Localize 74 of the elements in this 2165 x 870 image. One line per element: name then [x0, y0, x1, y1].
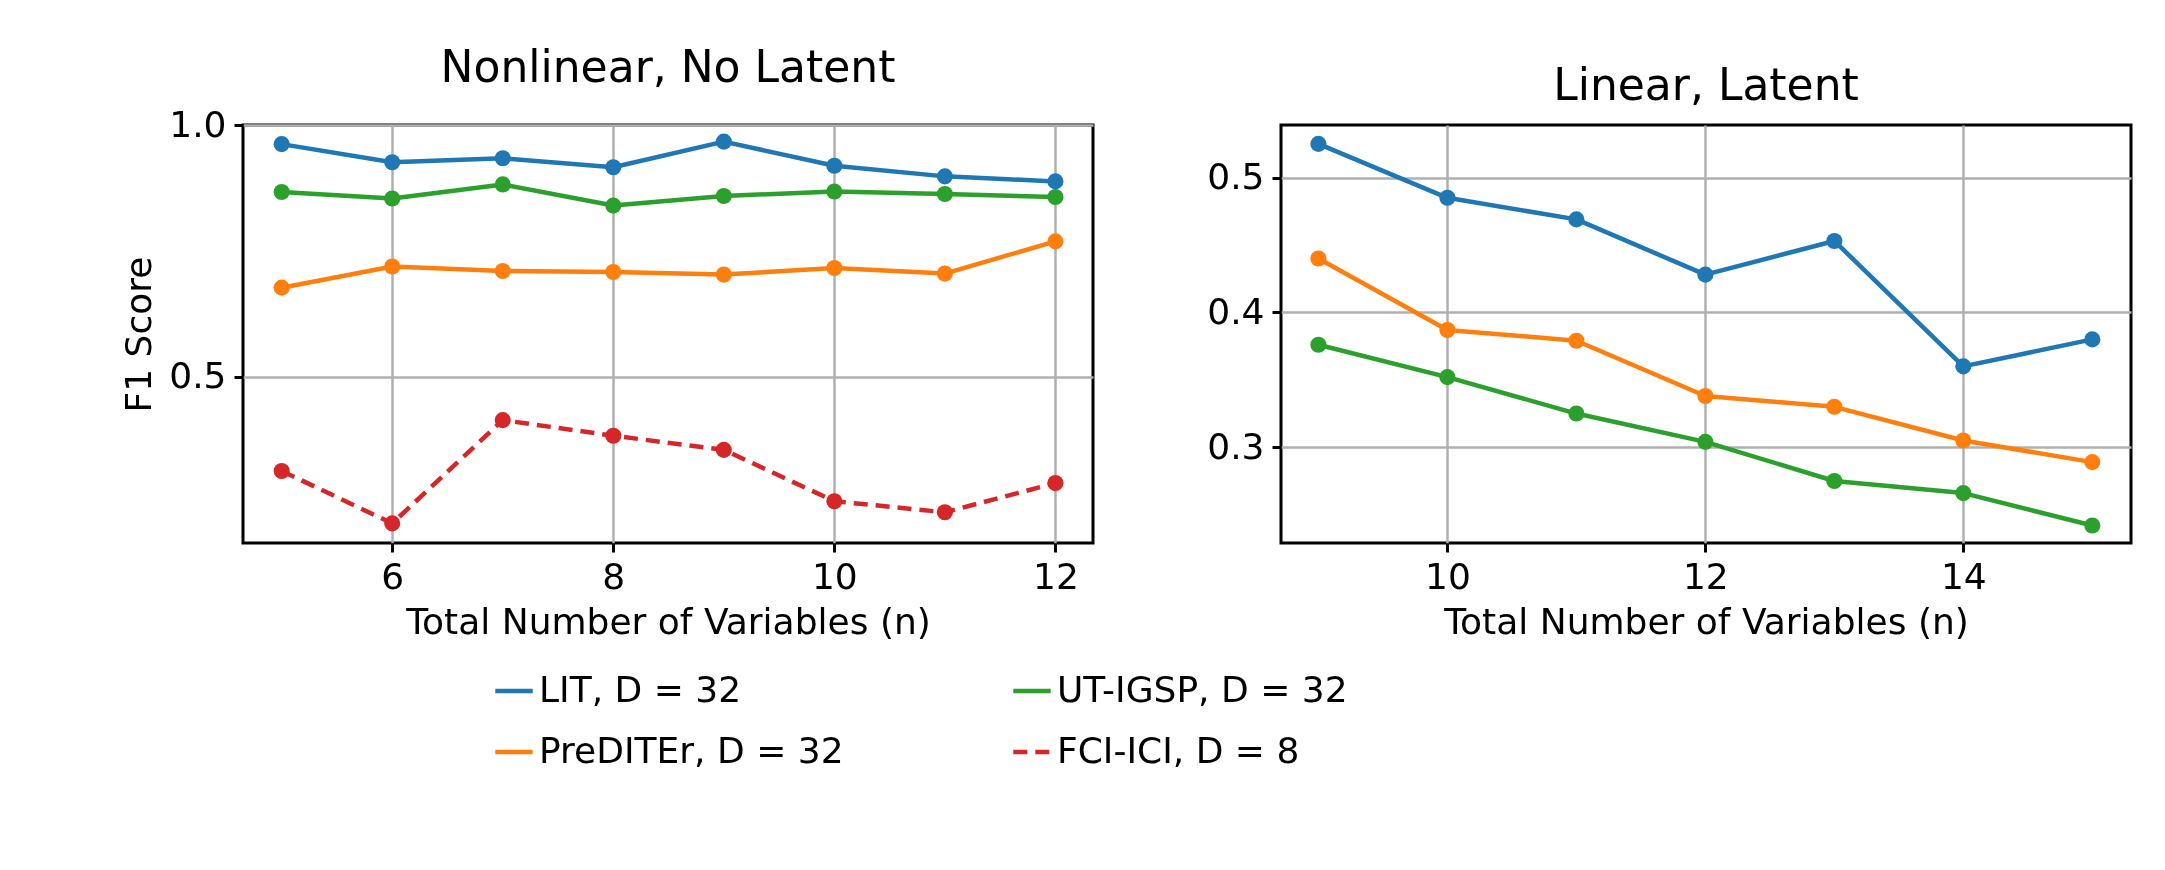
- point: [715, 187, 732, 205]
- point: [715, 133, 732, 150]
- point: [936, 168, 953, 185]
- point: [715, 441, 732, 458]
- point: [1826, 232, 1843, 250]
- chart-title: Linear, Latent: [1553, 59, 1859, 110]
- point: [1826, 398, 1843, 415]
- point: [936, 504, 953, 521]
- point: [494, 150, 511, 167]
- point: [1568, 405, 1585, 422]
- y-tick-label: 0.5: [169, 355, 227, 397]
- point: [1310, 336, 1327, 353]
- point: [384, 190, 401, 207]
- point: [384, 258, 401, 275]
- legend-label: LIT, D = 32: [539, 669, 742, 710]
- point: [494, 263, 511, 280]
- point: [273, 462, 290, 480]
- point: [1047, 233, 1064, 250]
- chart-title: Nonlinear, No Latent: [440, 41, 896, 92]
- y-tick-label: 0.4: [1207, 290, 1265, 332]
- point: [1047, 188, 1064, 206]
- point: [1697, 433, 1714, 450]
- point: [2084, 454, 2101, 471]
- point: [273, 279, 290, 296]
- point: [936, 185, 953, 203]
- point: [605, 159, 622, 176]
- point: [826, 157, 843, 174]
- point: [1955, 485, 1972, 502]
- point: [273, 136, 290, 153]
- point: [1955, 358, 1972, 375]
- point: [494, 412, 511, 429]
- x-tick-label: 12: [1033, 555, 1079, 597]
- point: [1955, 432, 1972, 449]
- y-tick-label: 0.3: [1207, 425, 1265, 467]
- point: [1697, 266, 1714, 283]
- x-tick-label: 6: [381, 555, 405, 597]
- y-axis-title: F1 Score: [118, 256, 160, 413]
- point: [715, 266, 732, 283]
- point: [605, 427, 622, 444]
- x-tick-label: 12: [1682, 555, 1729, 597]
- x-axis-title: Total Number of Variables (n): [405, 600, 931, 642]
- legend-label: UT-IGSP, D = 32: [1057, 669, 1348, 710]
- x-tick-label: 10: [811, 555, 858, 597]
- point: [1568, 211, 1585, 228]
- point: [826, 259, 843, 277]
- point: [1310, 250, 1327, 267]
- point: [1047, 173, 1064, 190]
- point: [494, 176, 511, 193]
- point: [605, 197, 622, 214]
- y-tick-label: 1.0: [169, 103, 227, 145]
- point: [384, 154, 401, 171]
- x-tick-label: 14: [1940, 555, 1987, 597]
- point: [1439, 369, 1456, 386]
- x-tick-label: 10: [1424, 555, 1471, 597]
- point: [1439, 189, 1456, 206]
- point: [605, 264, 622, 281]
- y-tick-label: 0.5: [1207, 156, 1265, 198]
- legend-label: FCI-ICI, D = 8: [1057, 730, 1300, 771]
- x-axis-title: Total Number of Variables (n): [1443, 600, 1969, 642]
- point: [826, 493, 843, 510]
- point: [2084, 331, 2101, 348]
- point: [1826, 472, 1843, 490]
- point: [1568, 332, 1585, 349]
- x-tick-label: 8: [602, 555, 626, 597]
- point: [273, 183, 290, 201]
- point: [1310, 135, 1327, 152]
- point: [1697, 387, 1714, 405]
- point: [936, 265, 953, 282]
- point: [1047, 475, 1064, 492]
- point: [384, 515, 401, 532]
- point: [826, 183, 843, 200]
- point: [1439, 321, 1456, 338]
- legend-label: PreDITEr, D = 32: [539, 730, 844, 771]
- point: [2084, 517, 2101, 534]
